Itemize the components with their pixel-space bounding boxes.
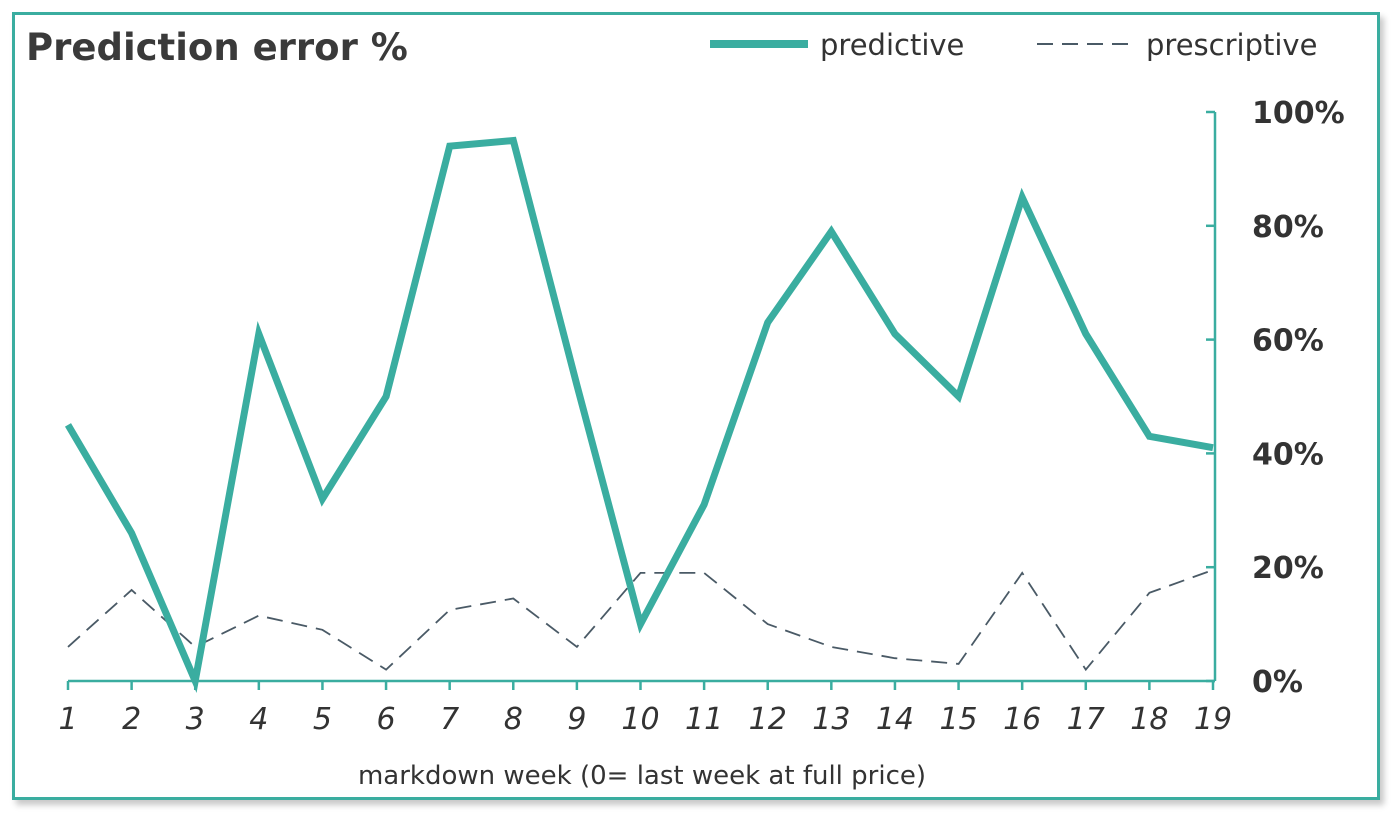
x-tick-label: 8 (504, 702, 523, 737)
y-tick-label: 20% (1252, 551, 1324, 586)
x-tick-label: 19 (1194, 702, 1232, 737)
y-tick-label: 0% (1252, 665, 1303, 700)
x-tick-label: 14 (876, 702, 914, 737)
x-axis-label: markdown week (0= last week at full pric… (358, 761, 926, 791)
x-tick-label: 11 (685, 702, 723, 737)
x-tick-label: 1 (58, 702, 77, 737)
series-line-predictive (64, 136, 1214, 694)
chart-frame (12, 12, 1380, 800)
x-tick-label: 17 (1067, 702, 1105, 737)
x-tick-label: 4 (249, 702, 268, 737)
x-tick-label: 12 (749, 702, 787, 737)
x-tick-label: 16 (1003, 702, 1041, 737)
series-line-prescriptive (67, 569, 1214, 672)
y-tick-label: 80% (1252, 210, 1324, 245)
tick-labels: 1 2 3 4 5 6 7 8 9 10 11 12 13 14 15 16 17 18 190%20%40%60%… (58, 96, 1344, 737)
chart-title: Prediction error % (26, 26, 408, 69)
x-tick-label: 13 (812, 702, 850, 737)
x-tick-label: 6 (377, 702, 396, 737)
y-tick-label: 40% (1252, 437, 1324, 472)
y-tick-label: 60% (1252, 324, 1324, 359)
x-tick-label: 2 (122, 702, 141, 737)
x-tick-label: 3 (186, 702, 205, 737)
legend: predictive prescriptive (710, 28, 1317, 62)
legend-label-prescriptive: prescriptive (1146, 28, 1317, 62)
axes (66, 110, 1217, 690)
x-tick-label: 15 (939, 702, 977, 737)
x-tick-label: 5 (313, 702, 332, 737)
x-tick-label: 10 (621, 702, 659, 737)
x-tick-label: 9 (567, 702, 586, 737)
x-tick-label: 18 (1130, 702, 1168, 737)
series-layer (64, 136, 1214, 694)
x-tick-label: 7 (440, 702, 459, 737)
legend-label-predictive: predictive (820, 28, 964, 62)
y-tick-label: 100% (1252, 96, 1345, 131)
